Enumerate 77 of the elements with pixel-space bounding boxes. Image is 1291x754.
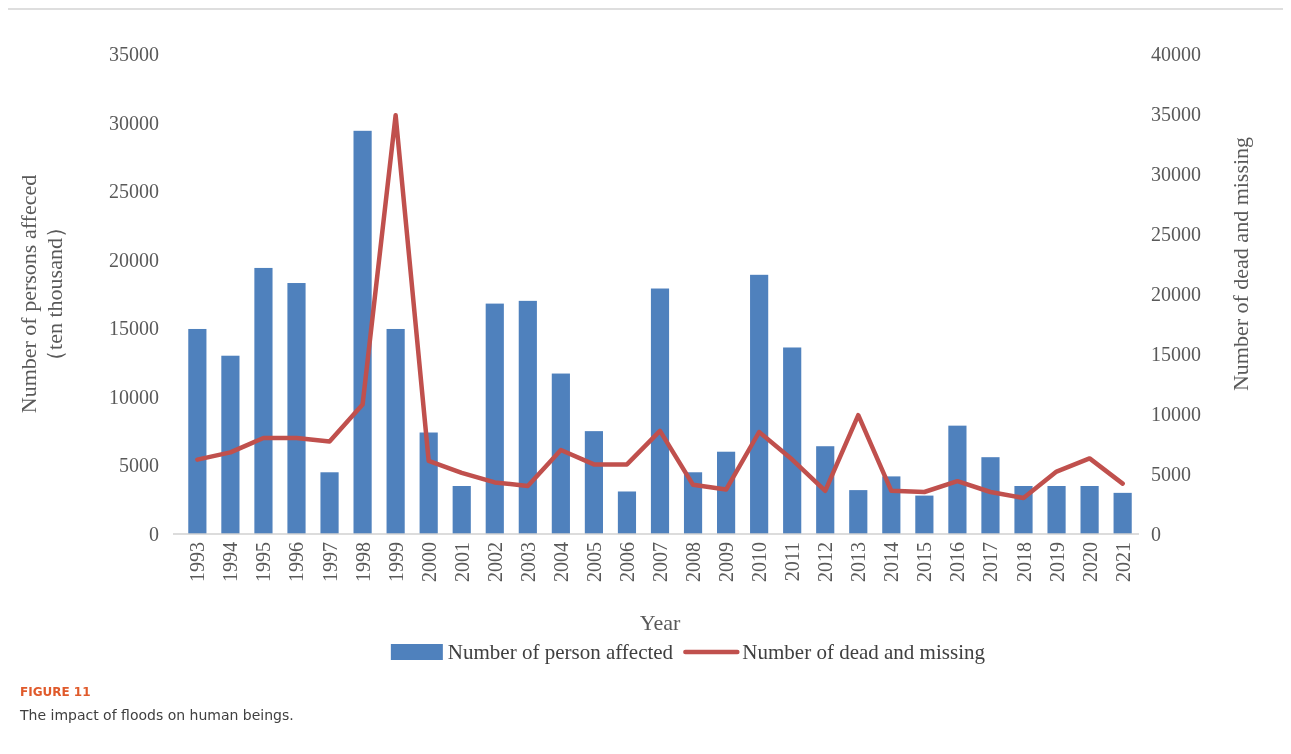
x-tick-label: 2013 [847, 542, 870, 582]
bar [915, 495, 934, 534]
y-tick-label: 20000 [109, 248, 159, 271]
bar [287, 283, 306, 534]
x-tick-label: 2000 [417, 542, 440, 582]
x-tick-label: 1997 [318, 542, 341, 582]
x-tick-label: 2012 [814, 542, 837, 582]
y2-tick-label: 15000 [1151, 343, 1201, 365]
x-tick-label: 2021 [1111, 542, 1134, 582]
x-tick-label: 1993 [186, 542, 209, 582]
bar [650, 288, 670, 534]
x-tick-label: 2017 [979, 542, 1002, 582]
x-tick-label: 2014 [880, 542, 903, 582]
bar [948, 425, 967, 534]
x-tick-label: 2003 [516, 542, 539, 582]
y-tick-label: 5000 [119, 454, 159, 477]
x-tick-label: 2010 [748, 542, 771, 582]
y-tick-label: 0 [149, 523, 159, 545]
bar [353, 130, 372, 534]
bar [254, 267, 273, 534]
bar [452, 486, 471, 534]
text: The impact of floods on human beings. [19, 707, 294, 723]
bar [1080, 486, 1099, 534]
x-tick-label: 1998 [351, 542, 374, 582]
y2-tick-label: 40000 [1151, 43, 1201, 65]
y2-tick-label: 20000 [1151, 283, 1201, 305]
bar [849, 490, 868, 534]
x-tick-label: 2009 [715, 542, 738, 582]
y2-tick-label: 0 [1151, 523, 1161, 545]
y2-axis-title: Number of dead and missing [1227, 136, 1253, 392]
legend-label: Number of person affected [447, 640, 674, 665]
x-tick-label: 2007 [649, 542, 671, 582]
bar [1113, 492, 1132, 534]
x-tick-label: 2020 [1078, 542, 1101, 582]
x-tick-label: 2016 [946, 542, 969, 582]
y2-tick-label: 30000 [1151, 163, 1201, 185]
caption: FIGURE 11 [20, 685, 91, 699]
line-series [195, 112, 1125, 501]
y-tick-label: 35000 [109, 43, 159, 65]
y-tick-label: 30000 [109, 111, 159, 134]
bar [617, 491, 637, 534]
x-tick-label: 1995 [252, 542, 275, 582]
bar [320, 472, 339, 534]
y-tick-label: 15000 [109, 317, 159, 340]
bar [485, 303, 504, 534]
bar [783, 347, 802, 534]
x-tick-label: 2006 [615, 542, 638, 582]
bar [1047, 486, 1066, 534]
bar [518, 300, 537, 534]
x-tick-label: 2004 [549, 542, 572, 582]
x-tick-label: 1996 [285, 542, 308, 582]
x-tick-label: 2018 [1012, 542, 1035, 582]
y-tick-label: 10000 [109, 385, 159, 408]
bar [386, 328, 405, 534]
y2-tick-label: 25000 [1151, 223, 1201, 245]
bar [551, 373, 570, 534]
y-tick-label: 25000 [109, 180, 159, 203]
bar [584, 431, 603, 534]
x-tick-label: 2011 [781, 542, 804, 582]
x-axis-title: Year [639, 610, 681, 635]
y-axis-title: Number of persons affeced （ten thousand） [15, 174, 67, 414]
x-tick-label: 2008 [682, 542, 705, 582]
x-tick-label: 2001 [450, 542, 473, 582]
x-tick-label: 2005 [582, 542, 605, 582]
bar [221, 355, 240, 534]
y2-tick-label: 10000 [1151, 403, 1201, 425]
y2-tick-label: 5000 [1151, 463, 1191, 485]
legend-label: Number of dead and missing [742, 640, 986, 665]
y2-tick-label: 35000 [1151, 103, 1201, 125]
bar [188, 328, 207, 534]
x-tick-label: 2015 [913, 542, 936, 582]
x-tick-label: 2002 [483, 542, 506, 582]
bar [981, 457, 1000, 534]
x-tick-label: 1999 [384, 542, 407, 582]
x-tick-label: 2019 [1045, 542, 1068, 582]
bar [750, 274, 769, 534]
x-tick-label: 1994 [219, 542, 242, 582]
